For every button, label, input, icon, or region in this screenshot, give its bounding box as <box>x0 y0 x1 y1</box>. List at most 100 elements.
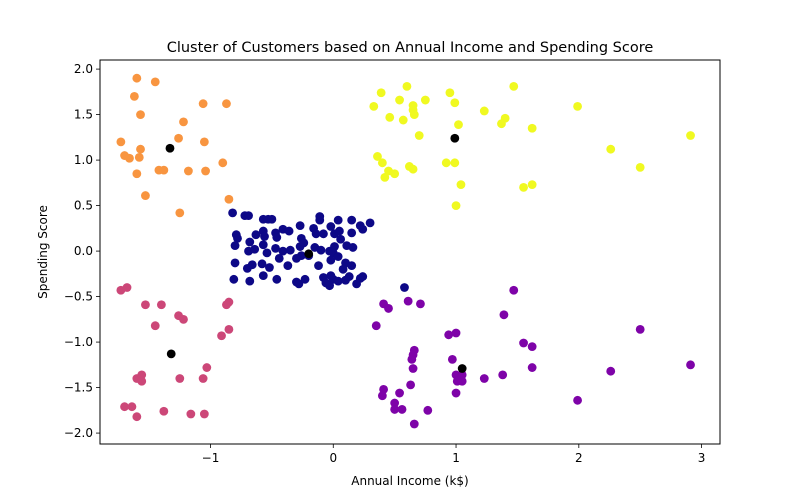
cluster-series-1 <box>228 208 409 292</box>
cluster-1-point <box>230 241 240 251</box>
cluster-3-point <box>497 119 506 129</box>
cluster-1-point <box>336 234 346 244</box>
cluster-1-point <box>274 253 284 263</box>
cluster-1-point <box>333 252 343 261</box>
cluster-1-point <box>365 218 375 228</box>
cluster-5-point <box>519 338 528 348</box>
cluster-3-point <box>527 123 537 133</box>
cluster-1-point <box>292 253 301 263</box>
cluster-4-point <box>222 300 231 310</box>
cluster-4-point <box>120 402 129 412</box>
cluster-2-point <box>201 166 210 176</box>
cluster-4-point <box>186 409 196 419</box>
cluster-3-point <box>456 180 466 190</box>
cluster-5-point <box>451 388 461 398</box>
cluster-1-point <box>272 274 282 284</box>
cluster-3-point <box>606 144 616 154</box>
cluster-3-point <box>420 95 430 105</box>
cluster-3-point <box>451 201 461 210</box>
x-tick-label: 2 <box>575 451 583 465</box>
cluster-1-point <box>316 245 326 255</box>
cluster-4-point <box>156 300 166 310</box>
cluster-2-point <box>159 165 169 175</box>
cluster-5-point <box>479 374 489 383</box>
cluster-3-point <box>479 106 489 116</box>
cluster-5-point <box>635 324 645 334</box>
cluster-5-point <box>423 405 433 415</box>
cluster-5-point <box>509 285 519 295</box>
cluster-1-point <box>262 248 272 258</box>
cluster-1-point <box>326 271 336 281</box>
cluster-3-point <box>450 98 460 108</box>
cluster-5-point <box>409 419 419 429</box>
cluster-4-point <box>175 374 185 383</box>
cluster-3-point <box>441 158 451 168</box>
cluster-2-point <box>136 110 145 119</box>
cluster-2-point <box>134 152 144 162</box>
cluster-1-point <box>244 211 253 221</box>
cluster-2-point <box>184 166 193 176</box>
cluster-3-point <box>369 102 379 111</box>
y-axis-label: Spending Score <box>36 205 50 299</box>
cluster-4-point <box>198 374 208 383</box>
cluster-4-point <box>199 409 209 419</box>
centroid-series <box>165 133 467 373</box>
cluster-4-point <box>127 402 137 412</box>
cluster-series-3 <box>369 81 695 210</box>
cluster-3-point <box>573 102 582 111</box>
cluster-2-point <box>136 144 145 154</box>
cluster-5-point <box>371 321 381 331</box>
cluster-5-point <box>407 354 417 364</box>
cluster-1-point <box>284 226 294 236</box>
cluster-series-4 <box>116 283 234 422</box>
cluster-3-point <box>395 95 404 105</box>
cluster-2-point <box>222 99 231 109</box>
cluster-1-point <box>258 240 268 250</box>
cluster-1-point <box>333 215 343 225</box>
cluster-5-point <box>395 388 404 398</box>
centroid-point <box>166 349 176 359</box>
cluster-1-point <box>229 274 239 284</box>
x-tick-label: 0 <box>329 451 337 465</box>
cluster-5-point <box>686 360 695 370</box>
cluster-1-point <box>233 233 242 243</box>
points-layer <box>116 73 695 429</box>
cluster-3-point <box>635 162 645 172</box>
cluster-4-point <box>132 412 142 422</box>
cluster-5-point <box>527 363 537 372</box>
cluster-1-point <box>230 258 240 268</box>
x-axis-label: Annual Income (k$) <box>351 474 468 488</box>
cluster-1-point <box>315 212 325 221</box>
cluster-3-point <box>686 131 695 140</box>
cluster-1-point <box>358 272 368 281</box>
cluster-1-point <box>333 276 343 286</box>
y-tick-label: 0.5 <box>74 199 93 213</box>
cluster-1-point <box>247 260 257 270</box>
cluster-5-point <box>403 296 413 306</box>
cluster-5-point <box>390 405 400 414</box>
cluster-1-point <box>326 255 336 265</box>
cluster-1-point <box>295 221 305 231</box>
cluster-5-point <box>499 310 509 320</box>
y-tick-label: −1.0 <box>64 335 93 349</box>
cluster-5-point <box>457 376 467 386</box>
cluster-2-point <box>141 191 150 200</box>
cluster-3-point <box>385 112 395 122</box>
y-tick-label: 2.0 <box>74 62 93 76</box>
cluster-3-point <box>509 81 519 91</box>
cluster-2-point <box>175 208 185 218</box>
cluster-5-point <box>606 366 616 376</box>
cluster-1-point <box>341 275 350 285</box>
chart-title: Cluster of Customers based on Annual Inc… <box>167 40 654 56</box>
cluster-1-point <box>314 261 323 271</box>
y-tick-label: −1.5 <box>64 381 93 395</box>
cluster-2-point <box>224 194 234 204</box>
cluster-4-point <box>159 406 169 416</box>
cluster-2-point <box>150 77 160 87</box>
cluster-3-point <box>454 120 463 130</box>
centroid-point <box>450 133 460 143</box>
x-tick-label: 3 <box>698 451 706 465</box>
cluster-5-point <box>498 370 508 380</box>
cluster-series-5 <box>371 285 695 429</box>
